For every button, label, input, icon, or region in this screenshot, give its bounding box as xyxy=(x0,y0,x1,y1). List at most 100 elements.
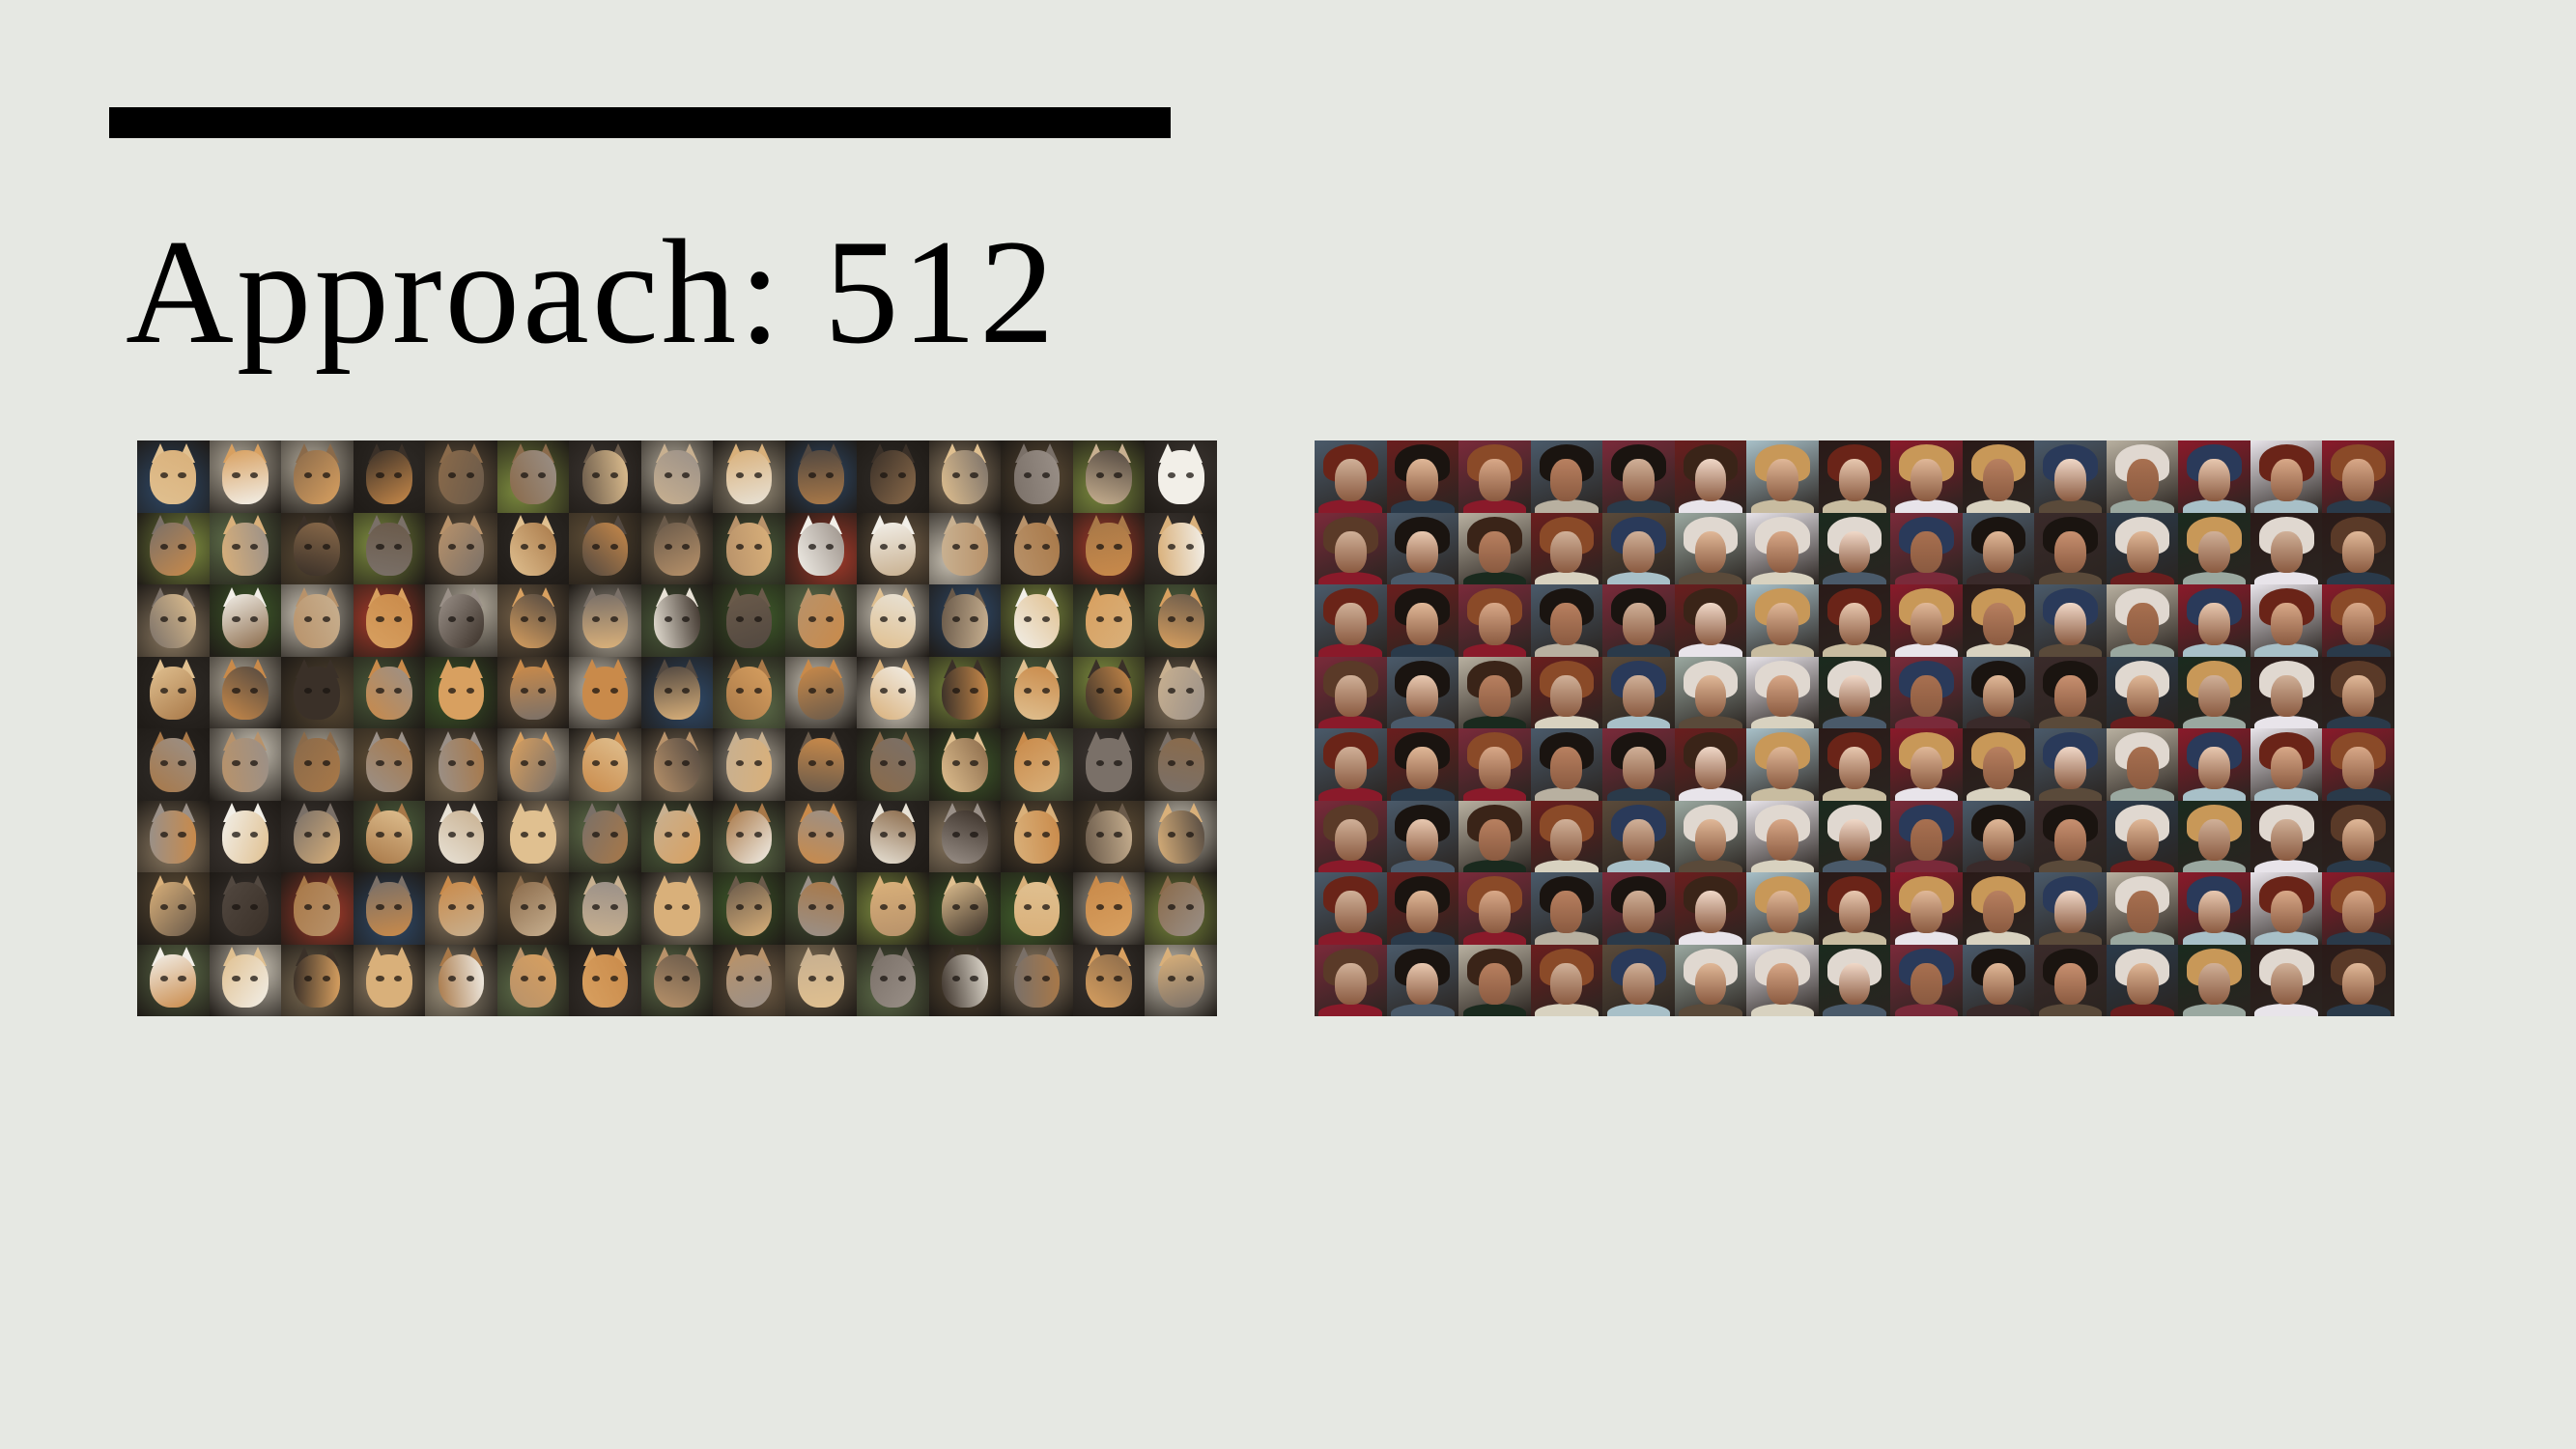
portrait-thumbnail xyxy=(1602,728,1675,801)
animal-thumbnail xyxy=(281,656,354,728)
animal-thumbnail xyxy=(1001,728,1073,801)
animal-thumbnail xyxy=(857,656,929,728)
animal-thumbnail xyxy=(784,512,858,584)
portrait-thumbnail xyxy=(1890,512,1963,584)
animal-thumbnail xyxy=(281,944,354,1016)
portrait-thumbnail xyxy=(1602,800,1675,872)
animal-thumbnail xyxy=(784,656,858,728)
animal-thumbnail xyxy=(281,872,354,945)
animal-thumbnail xyxy=(496,944,570,1016)
animal-thumbnail xyxy=(353,728,426,801)
animal-thumbnail xyxy=(928,944,1002,1016)
portrait-thumbnail xyxy=(1818,440,1891,513)
portrait-thumbnail xyxy=(2034,944,2107,1016)
portrait-thumbnail xyxy=(2106,944,2179,1016)
portrait-thumbnail xyxy=(1315,584,1387,657)
animal-thumbnail xyxy=(928,728,1002,801)
animal-thumbnail xyxy=(569,944,641,1016)
animal-thumbnail xyxy=(1145,440,1217,513)
animal-thumbnail xyxy=(209,872,282,945)
portrait-thumbnail xyxy=(1458,800,1531,872)
animal-thumbnail xyxy=(353,584,426,657)
animal-thumbnail xyxy=(209,800,282,872)
animal-thumbnail xyxy=(425,944,497,1016)
portrait-thumbnail xyxy=(2178,512,2250,584)
portrait-thumbnail xyxy=(2250,656,2323,728)
animal-thumbnail xyxy=(1072,872,1146,945)
animal-thumbnail xyxy=(1001,872,1073,945)
animal-thumbnail xyxy=(425,512,497,584)
portrait-thumbnail xyxy=(1530,872,1603,945)
portrait-thumbnail xyxy=(1962,440,2035,513)
animal-thumbnail xyxy=(281,728,354,801)
animal-thumbnail xyxy=(713,440,785,513)
portrait-thumbnail xyxy=(1962,656,2035,728)
animal-thumbnail xyxy=(713,944,785,1016)
portrait-thumbnail xyxy=(2178,656,2250,728)
animal-thumbnail xyxy=(1001,800,1073,872)
portrait-thumbnail xyxy=(1674,728,1747,801)
portrait-thumbnail xyxy=(2106,728,2179,801)
animal-thumbnail xyxy=(640,440,714,513)
portrait-thumbnail xyxy=(1962,512,2035,584)
portrait-thumbnail xyxy=(1962,872,2035,945)
animal-thumbnail xyxy=(857,728,929,801)
portrait-thumbnail xyxy=(1674,800,1747,872)
portrait-thumbnail xyxy=(1962,944,2035,1016)
portrait-thumbnail xyxy=(1746,584,1819,657)
portrait-thumbnail xyxy=(1818,584,1891,657)
portrait-thumbnail xyxy=(1315,944,1387,1016)
portrait-thumbnail xyxy=(1746,440,1819,513)
animal-thumbnail xyxy=(1072,440,1146,513)
animal-thumbnail xyxy=(1145,512,1217,584)
animal-thumbnail xyxy=(1145,944,1217,1016)
portrait-thumbnail xyxy=(1386,800,1459,872)
portrait-thumbnail xyxy=(2034,728,2107,801)
animal-thumbnail xyxy=(137,944,210,1016)
animal-thumbnail xyxy=(425,656,497,728)
portrait-thumbnail xyxy=(1530,584,1603,657)
portrait-thumbnail xyxy=(2250,440,2323,513)
portrait-thumbnail xyxy=(2106,872,2179,945)
animal-thumbnail xyxy=(569,512,641,584)
portrait-thumbnail xyxy=(1458,584,1531,657)
animal-thumbnail xyxy=(209,512,282,584)
portrait-thumbnail xyxy=(1530,800,1603,872)
portrait-thumbnail xyxy=(1315,440,1387,513)
portrait-thumbnail xyxy=(2034,584,2107,657)
portrait-thumbnail xyxy=(1818,512,1891,584)
animal-thumbnail xyxy=(928,800,1002,872)
animal-thumbnail xyxy=(496,512,570,584)
portrait-thumbnail xyxy=(1386,656,1459,728)
portrait-thumbnail xyxy=(2034,872,2107,945)
animal-thumbnail xyxy=(496,728,570,801)
portrait-thumbnail xyxy=(2106,584,2179,657)
portrait-thumbnail xyxy=(1818,656,1891,728)
animal-thumbnail xyxy=(209,584,282,657)
animal-thumbnail xyxy=(784,440,858,513)
portrait-thumbnail xyxy=(1386,584,1459,657)
portrait-thumbnail xyxy=(1746,944,1819,1016)
portrait-thumbnail xyxy=(2178,584,2250,657)
portrait-thumbnail xyxy=(1315,872,1387,945)
portrait-thumbnail xyxy=(1458,728,1531,801)
portrait-thumbnail xyxy=(2250,728,2323,801)
portrait-thumbnail xyxy=(2106,656,2179,728)
animal-thumbnail xyxy=(353,440,426,513)
animal-thumbnail xyxy=(1145,656,1217,728)
animal-thumbnail xyxy=(1001,440,1073,513)
animal-thumbnail xyxy=(281,584,354,657)
animal-thumbnail xyxy=(857,584,929,657)
animal-thumbnail xyxy=(137,800,210,872)
animal-thumbnail xyxy=(1145,872,1217,945)
animal-thumbnail xyxy=(209,656,282,728)
animal-thumbnail xyxy=(209,944,282,1016)
portrait-thumbnail xyxy=(1746,800,1819,872)
animal-thumbnail xyxy=(281,800,354,872)
animal-thumbnail xyxy=(569,872,641,945)
portrait-thumbnail xyxy=(1818,728,1891,801)
portrait-thumbnail xyxy=(2178,872,2250,945)
animal-thumbnail xyxy=(1145,584,1217,657)
portrait-thumbnail xyxy=(1386,728,1459,801)
portrait-thumbnail xyxy=(1602,944,1675,1016)
